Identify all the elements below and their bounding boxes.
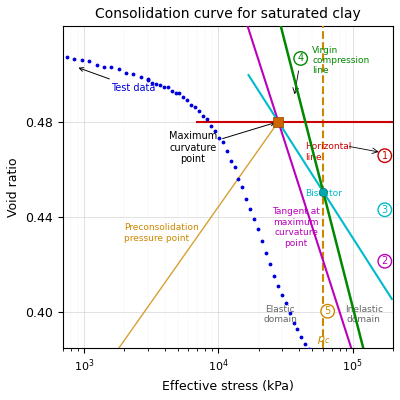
Text: Horizontal
line: Horizontal line	[306, 142, 352, 162]
Text: Test data: Test data	[80, 68, 156, 93]
X-axis label: Effective stress (kPa): Effective stress (kPa)	[162, 380, 294, 393]
Text: $p_c$: $p_c$	[316, 334, 330, 346]
Text: Maximum
curvature
point: Maximum curvature point	[169, 122, 275, 164]
Title: Consolidation curve for saturated clay: Consolidation curve for saturated clay	[95, 7, 361, 21]
Text: Tangent at
maximum
curvature
point: Tangent at maximum curvature point	[272, 208, 320, 248]
Text: Preconsolidation
pressure point: Preconsolidation pressure point	[124, 224, 199, 243]
Y-axis label: Void ratio: Void ratio	[7, 158, 20, 217]
Text: 1: 1	[382, 151, 388, 161]
Text: 5: 5	[324, 306, 331, 316]
Text: Virgin
compression
line: Virgin compression line	[312, 46, 370, 75]
Text: Elastic
domain: Elastic domain	[264, 304, 297, 324]
Text: 2: 2	[382, 256, 388, 266]
Text: Inelastic
domain: Inelastic domain	[345, 304, 383, 324]
Text: 4: 4	[298, 54, 304, 64]
Text: Bisector: Bisector	[306, 189, 342, 198]
Text: 3: 3	[382, 205, 388, 215]
